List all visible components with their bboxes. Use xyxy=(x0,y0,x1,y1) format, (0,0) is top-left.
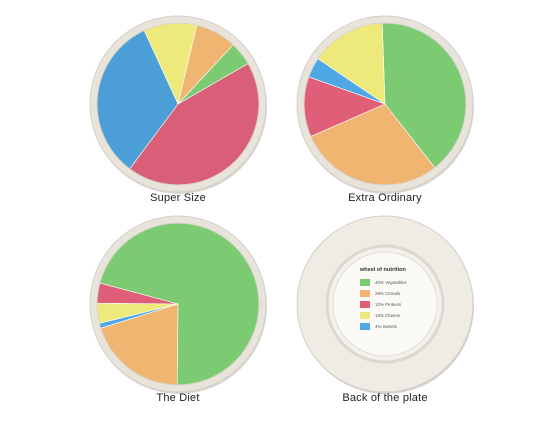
plate-well-edge xyxy=(96,222,260,386)
plate-super-size: Super Size xyxy=(88,14,288,224)
plate-extra-ordinary: Extra Ordinary xyxy=(295,14,495,224)
pie-chart-extra-ordinary xyxy=(303,22,467,186)
plate-the-diet-graphic xyxy=(89,215,267,394)
plate-super-size-graphic xyxy=(89,15,267,194)
legend-label: 12% Proteins xyxy=(375,302,402,307)
caption-super-size: Super Size xyxy=(150,192,206,204)
pie-chart-super-size xyxy=(96,22,260,186)
legend-label: 40% Vegetables xyxy=(375,280,407,285)
legend-item: 15% Cheese xyxy=(360,310,440,321)
plate-well-edge xyxy=(303,22,467,186)
plate-back-graphic xyxy=(296,215,474,394)
plate-foot-inner xyxy=(332,251,438,357)
plate-back: Back of the plate xyxy=(295,214,495,424)
pie-chart-the-diet xyxy=(96,222,260,386)
legend-item: 4% Sweets xyxy=(360,321,440,332)
caption-extra-ordinary: Extra Ordinary xyxy=(348,192,422,204)
plate-well-edge xyxy=(96,22,260,186)
caption-the-diet: The Diet xyxy=(156,392,200,404)
legend-swatch-cereals xyxy=(360,290,370,297)
legend-title: wheel of nutrition xyxy=(360,267,406,273)
plate-the-diet: The Diet xyxy=(88,214,288,424)
nutrition-legend: wheel of nutrition 40% Vegetables 29% Ce… xyxy=(360,267,440,332)
legend-label: 29% Cereals xyxy=(375,291,401,296)
legend-item: 40% Vegetables xyxy=(360,277,440,288)
plate-extra-ordinary-graphic xyxy=(296,15,474,194)
legend-label: 15% Cheese xyxy=(375,313,401,318)
legend-swatch-sweets xyxy=(360,323,370,330)
legend-swatch-vegetables xyxy=(360,279,370,286)
caption-back-of-plate: Back of the plate xyxy=(342,392,428,404)
legend-swatch-proteins xyxy=(360,301,370,308)
legend-swatch-cheese xyxy=(360,312,370,319)
legend-item: 29% Cereals xyxy=(360,288,440,299)
legend-label: 4% Sweets xyxy=(375,324,397,329)
legend-item: 12% Proteins xyxy=(360,299,440,310)
